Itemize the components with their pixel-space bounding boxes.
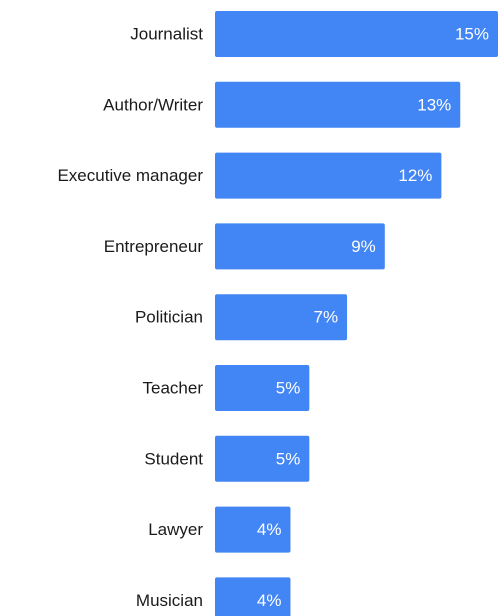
value-label-musician: 4% xyxy=(257,591,282,610)
category-label-student: Student xyxy=(144,449,203,468)
value-label-author-writer: 13% xyxy=(417,95,451,114)
value-label-lawyer: 4% xyxy=(257,520,282,539)
bar-journalist xyxy=(215,11,498,57)
value-label-journalist: 15% xyxy=(455,25,489,44)
bar-executive-manager xyxy=(215,152,442,199)
category-label-politician: Politician xyxy=(135,308,203,327)
category-label-lawyer: Lawyer xyxy=(148,520,203,539)
bar-student xyxy=(215,435,310,482)
bar-author-writer xyxy=(215,81,461,128)
value-label-teacher: 5% xyxy=(276,379,301,398)
category-label-executive-manager: Executive manager xyxy=(57,166,203,185)
category-label-entrepreneur: Entrepreneur xyxy=(104,237,204,256)
value-label-executive-manager: 12% xyxy=(398,166,432,185)
value-label-politician: 7% xyxy=(313,308,338,327)
category-labels-group: Journalist Author/Writer Executive manager… xyxy=(57,25,203,610)
category-label-teacher: Teacher xyxy=(143,379,204,398)
bar-politician xyxy=(215,294,348,341)
bars-group xyxy=(215,11,498,616)
value-labels-group: 15% 13% 12% 9% 7% 5% 5% 4% 4% xyxy=(257,25,489,610)
value-label-entrepreneur: 9% xyxy=(351,237,376,256)
bar-lawyer xyxy=(215,506,291,553)
bar-musician xyxy=(215,577,291,616)
category-label-journalist: Journalist xyxy=(130,25,203,44)
value-label-student: 5% xyxy=(276,449,301,468)
category-label-author-writer: Author/Writer xyxy=(103,95,203,114)
category-label-musician: Musician xyxy=(136,591,203,610)
bar-entrepreneur xyxy=(215,223,385,270)
bar-teacher xyxy=(215,365,310,411)
